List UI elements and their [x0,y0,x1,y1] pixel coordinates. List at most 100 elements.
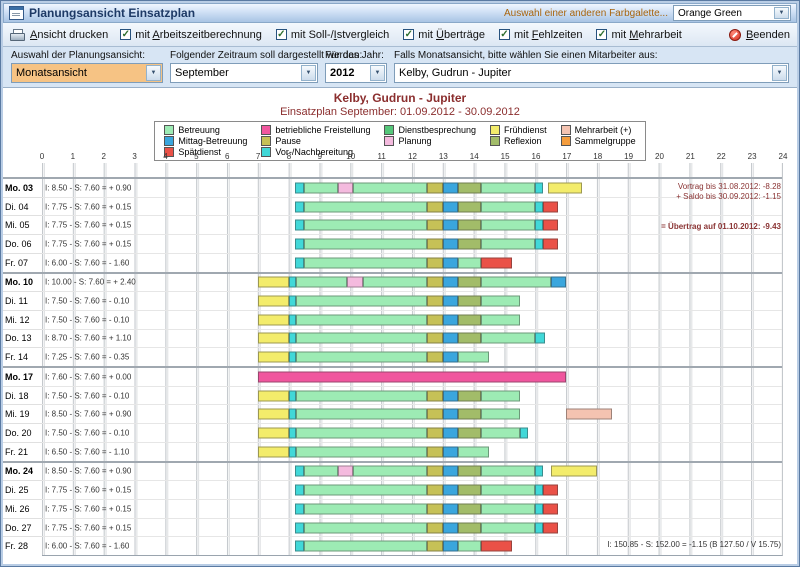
bar-mittag[interactable] [442,390,459,402]
bar-pause[interactable] [427,314,443,326]
bar-fruehdienst[interactable] [257,276,289,288]
bar-vornach[interactable] [535,503,544,515]
bar-mittag[interactable] [442,219,459,231]
bar-mittag[interactable] [442,182,459,194]
checkbox[interactable]: ✓ [596,29,608,40]
bar-fruehdienst[interactable] [257,332,289,344]
bar-mittag[interactable] [550,276,567,288]
bar-vornach[interactable] [294,238,305,250]
bar-betreuung[interactable] [481,201,536,213]
bar-betreuung[interactable] [481,276,551,288]
bar-mittag[interactable] [442,408,459,420]
bar-betreuung[interactable] [296,276,348,288]
bar-mittag[interactable] [442,427,459,439]
bar-reflexion[interactable] [458,427,482,439]
bar-betreuung[interactable] [458,351,490,363]
bar-reflexion[interactable] [458,408,482,420]
bar-betreuung[interactable] [481,408,520,420]
bar-pause[interactable] [427,465,443,477]
bar-mittag[interactable] [442,276,459,288]
bar-fruehdienst[interactable] [550,465,597,477]
bar-vornach[interactable] [535,332,545,344]
bar-vornach[interactable] [288,295,297,307]
bar-betreuung[interactable] [481,295,520,307]
bar-vornach[interactable] [294,484,305,496]
bar-mittag[interactable] [442,351,459,363]
bar-vornach[interactable] [535,484,544,496]
employee-select[interactable]: Kelby, Gudrun - Jupiter ▼ [394,63,789,83]
bar-betreuung[interactable] [304,219,428,231]
bar-vornach[interactable] [535,201,544,213]
bar-vornach[interactable] [288,427,297,439]
checkbox[interactable]: ✓ [275,29,287,40]
bar-vornach[interactable] [294,257,305,269]
bar-spaetdienst[interactable] [481,257,513,269]
period-select[interactable]: September ▼ [170,63,318,83]
bar-betreuung[interactable] [481,332,536,344]
bar-mittag[interactable] [442,522,459,533]
bar-fruehdienst[interactable] [547,182,582,194]
bar-reflexion[interactable] [458,219,482,231]
bar-reflexion[interactable] [458,238,482,250]
bar-fruehdienst[interactable] [257,314,289,326]
bar-mittag[interactable] [442,295,459,307]
bar-betreuung[interactable] [458,446,490,458]
bar-vornach[interactable] [288,351,297,363]
bar-vornach[interactable] [535,465,544,477]
checkbox[interactable]: ✓ [120,29,132,40]
bar-betreuung[interactable] [481,390,520,402]
bar-mittag[interactable] [442,332,459,344]
palette-select[interactable]: Orange Green ▼ [673,5,791,21]
bar-betreuung[interactable] [481,219,536,231]
bar-mittag[interactable] [442,540,459,552]
bar-fruehdienst[interactable] [257,408,289,420]
bar-planung[interactable] [347,276,363,288]
chevron-down-icon[interactable]: ▼ [774,7,789,19]
bar-vornach[interactable] [535,522,544,533]
bar-vornach[interactable] [288,408,297,420]
bar-vornach[interactable] [294,465,305,477]
bar-betreuung[interactable] [296,390,428,402]
bar-mittag[interactable] [442,484,459,496]
bar-pause[interactable] [427,351,443,363]
bar-mittag[interactable] [442,465,459,477]
bar-planung[interactable] [338,182,354,194]
year-select[interactable]: 2012 ▼ [325,63,387,83]
bar-betreuung[interactable] [481,182,536,194]
chevron-down-icon[interactable]: ▼ [370,65,385,81]
bar-reflexion[interactable] [458,295,482,307]
bar-betreuung[interactable] [304,182,338,194]
bar-fruehdienst[interactable] [257,295,289,307]
bar-reflexion[interactable] [458,465,482,477]
bar-spaetdienst[interactable] [543,238,559,250]
checkbox[interactable]: ✓ [403,29,415,40]
bar-vornach[interactable] [294,201,305,213]
print-button[interactable]: Ansicht drucken [10,28,108,41]
bar-pause[interactable] [427,446,443,458]
bar-betreuung[interactable] [481,522,536,533]
bar-vornach[interactable] [288,390,297,402]
bar-vornach[interactable] [288,276,297,288]
bar-betreuung[interactable] [304,522,428,533]
bar-betreuung[interactable] [304,484,428,496]
bar-betreuung[interactable] [353,465,428,477]
bar-spaetdienst[interactable] [543,484,559,496]
bar-fruehdienst[interactable] [257,446,289,458]
bar-fruehdienst[interactable] [257,427,289,439]
bar-reflexion[interactable] [458,276,482,288]
quit-button[interactable]: Beenden [728,28,790,41]
bar-spaetdienst[interactable] [543,219,559,231]
bar-vornach[interactable] [535,182,544,194]
bar-reflexion[interactable] [458,332,482,344]
chevron-down-icon[interactable]: ▼ [301,65,316,81]
bar-fruehdienst[interactable] [257,390,289,402]
bar-spaetdienst[interactable] [543,201,559,213]
bar-spaetdienst[interactable] [543,503,559,515]
bar-fruehdienst[interactable] [257,351,289,363]
bar-pause[interactable] [427,522,443,533]
bar-vornach[interactable] [294,219,305,231]
bar-pause[interactable] [427,390,443,402]
bar-pause[interactable] [427,332,443,344]
bar-spaetdienst[interactable] [543,522,559,533]
bar-betreuung[interactable] [458,257,482,269]
